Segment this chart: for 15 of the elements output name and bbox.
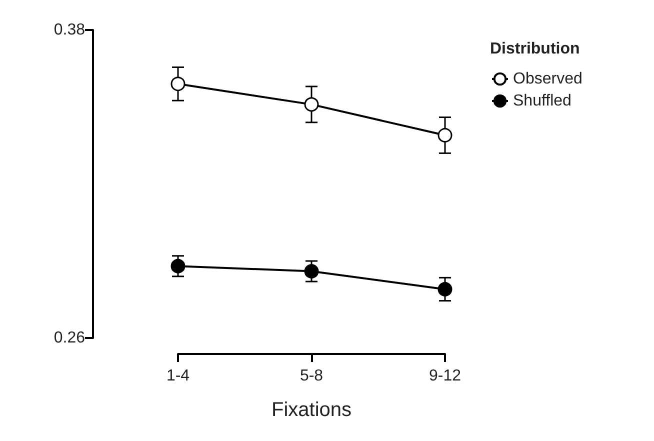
- point: [304, 97, 319, 112]
- x-tick-label: 9-12: [428, 368, 462, 384]
- y-tick-label: 0.26: [54, 330, 86, 346]
- point: [438, 128, 452, 142]
- point: [304, 264, 319, 279]
- legend-label: Observed: [513, 70, 582, 88]
- y-tick-label: 0.38: [54, 22, 86, 38]
- point: [438, 282, 452, 296]
- x-axis-title: Fixations: [271, 399, 352, 421]
- x-tick-label: 1-4: [166, 368, 190, 384]
- legend-title: Distribution: [490, 40, 580, 58]
- x-tick-label: 5-8: [300, 368, 324, 384]
- point: [170, 258, 186, 274]
- legend-label: Shuffled: [513, 92, 572, 110]
- point: [170, 76, 186, 92]
